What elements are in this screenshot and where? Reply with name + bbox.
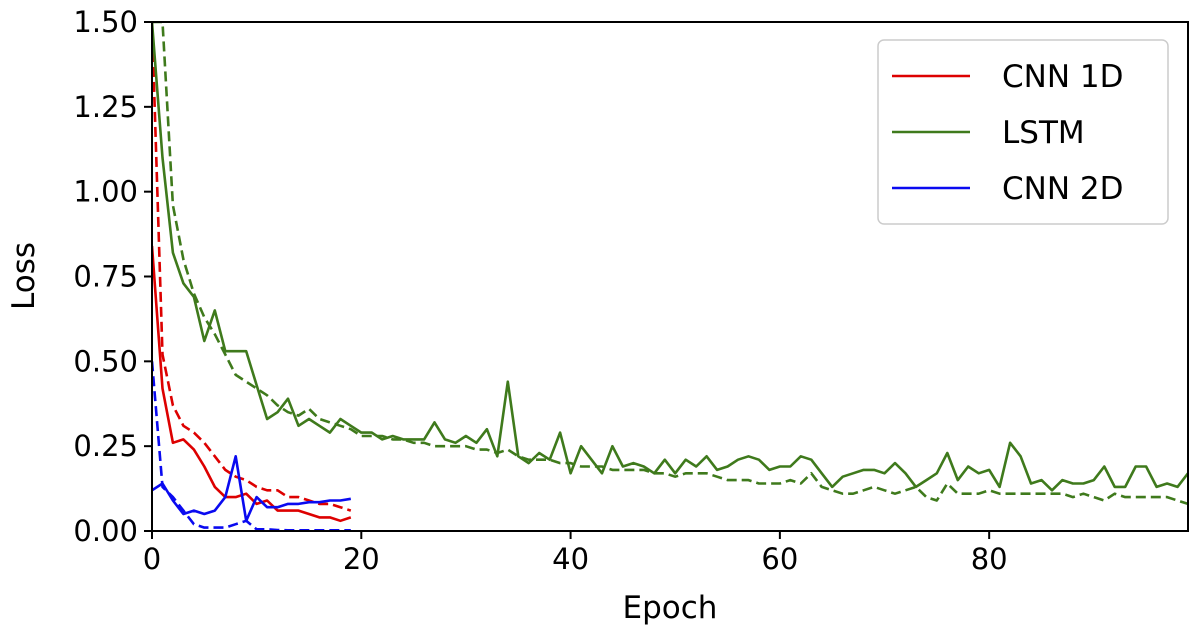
y-tick-label: 1.00 xyxy=(73,175,138,209)
x-tick-label: 40 xyxy=(552,542,589,576)
y-tick-label: 0.25 xyxy=(73,429,138,463)
y-tick-label: 1.50 xyxy=(73,5,138,39)
y-tick-label: 0.50 xyxy=(73,344,138,378)
series-line-cnn-1d-dashed xyxy=(152,22,352,512)
legend-box xyxy=(877,39,1169,225)
x-axis: 0 20 40 60 80 xyxy=(143,531,1008,576)
x-tick-label: 0 xyxy=(143,542,161,576)
legend: CNN 1D LSTM CNN 2D xyxy=(877,39,1169,225)
series-line-cnn-2d-solid xyxy=(152,454,352,523)
x-tick-label: 60 xyxy=(761,542,798,576)
legend-label: CNN 1D xyxy=(1002,59,1123,95)
y-axis: 0.00 0.25 0.50 0.75 1.00 1.25 1.50 xyxy=(73,5,152,548)
legend-label: CNN 2D xyxy=(1002,171,1123,207)
series-layer xyxy=(152,22,1188,531)
x-tick-label: 20 xyxy=(343,542,380,576)
y-tick-label: 0.00 xyxy=(73,514,138,548)
x-axis-title: Epoch xyxy=(623,590,718,626)
y-tick-label: 1.25 xyxy=(73,90,138,124)
series-line-cnn-1d-solid xyxy=(152,245,352,523)
legend-label: LSTM xyxy=(1002,115,1085,151)
x-tick-label: 80 xyxy=(971,542,1008,576)
series-line-lstm-dashed xyxy=(152,22,1188,506)
y-axis-title: Loss xyxy=(6,242,42,310)
series-line-lstm-solid xyxy=(152,22,1188,492)
y-tick-label: 0.75 xyxy=(73,260,138,294)
